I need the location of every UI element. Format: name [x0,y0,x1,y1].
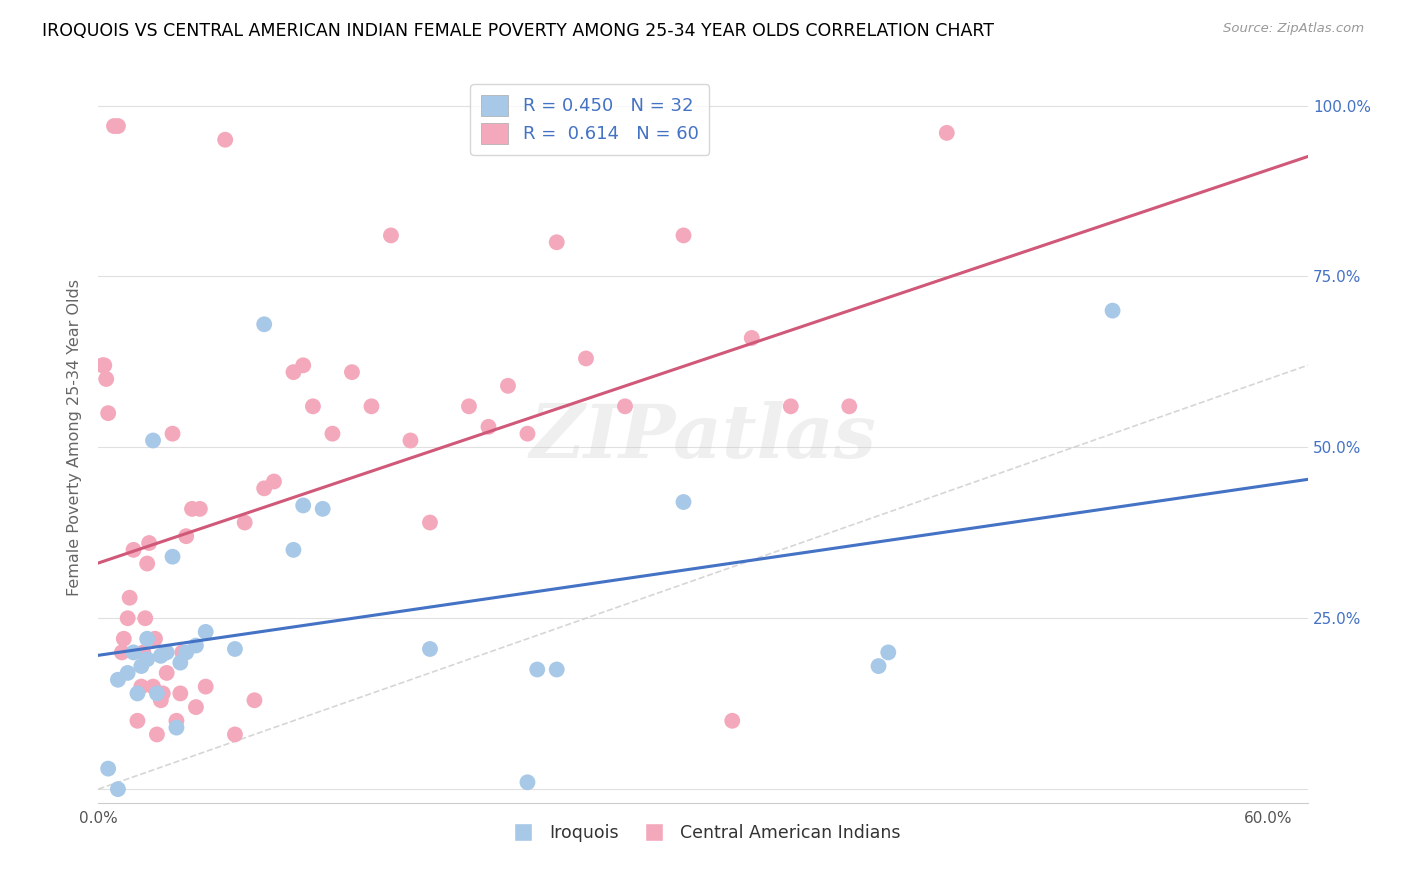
Point [156,645,179,659]
Y-axis label: Female Poverty Among 25-34 Year Olds: Female Poverty Among 25-34 Year Olds [67,278,83,596]
Legend: Iroquois, Central American Indians: Iroquois, Central American Indians [499,817,907,849]
Point [194,624,217,639]
Point [283,542,305,557]
Point [134,611,156,625]
Point [741,331,763,345]
Point [143,632,166,646]
Point [546,235,568,250]
Point [142,680,165,694]
Point [107,782,129,797]
Point [131,659,153,673]
Point [575,351,598,366]
Point [174,529,197,543]
Point [107,119,129,133]
Text: ZIPatlas: ZIPatlas [530,401,876,474]
Point [283,365,305,379]
Point [526,663,548,677]
Point [321,426,343,441]
Point [162,426,184,441]
Point [152,686,174,700]
Point [138,536,160,550]
Point [458,400,481,414]
Point [546,663,568,677]
Point [169,656,191,670]
Point [516,775,538,789]
Point [156,665,179,680]
Point [122,542,145,557]
Text: Source: ZipAtlas.com: Source: ZipAtlas.com [1223,22,1364,36]
Point [136,632,159,646]
Point [149,693,172,707]
Point [779,400,801,414]
Point [169,686,191,700]
Point [243,693,266,707]
Point [165,721,187,735]
Point [263,475,285,489]
Point [1101,303,1123,318]
Point [184,639,207,653]
Point [302,400,325,414]
Point [118,591,141,605]
Point [162,549,184,564]
Point [877,645,900,659]
Point [496,379,519,393]
Point [935,126,957,140]
Point [97,406,120,420]
Point [292,359,315,373]
Point [127,686,149,700]
Point [117,611,139,625]
Point [214,133,236,147]
Point [868,659,890,673]
Point [224,727,246,741]
Point [233,516,256,530]
Point [172,645,194,659]
Point [142,434,165,448]
Point [127,714,149,728]
Point [111,645,134,659]
Point [194,680,217,694]
Point [188,501,211,516]
Point [253,481,276,495]
Point [96,372,118,386]
Point [131,680,153,694]
Point [516,426,538,441]
Point [112,632,135,646]
Point [146,727,169,741]
Point [149,648,172,663]
Point [146,686,169,700]
Point [380,228,402,243]
Text: IROQUOIS VS CENTRAL AMERICAN INDIAN FEMALE POVERTY AMONG 25-34 YEAR OLDS CORRELA: IROQUOIS VS CENTRAL AMERICAN INDIAN FEMA… [42,22,994,40]
Point [122,645,145,659]
Point [614,400,637,414]
Point [97,762,120,776]
Point [292,499,315,513]
Point [340,365,363,379]
Point [477,420,499,434]
Point [419,516,441,530]
Point [132,645,155,659]
Point [165,714,187,728]
Point [181,501,204,516]
Point [174,645,197,659]
Point [136,652,159,666]
Point [721,714,744,728]
Point [838,400,860,414]
Point [107,673,129,687]
Point [672,228,695,243]
Point [224,642,246,657]
Point [93,359,115,373]
Point [419,642,441,657]
Point [103,119,125,133]
Point [672,495,695,509]
Point [136,557,159,571]
Point [312,501,335,516]
Point [253,318,276,332]
Point [360,400,382,414]
Point [399,434,422,448]
Point [184,700,207,714]
Point [91,359,114,373]
Point [117,665,139,680]
